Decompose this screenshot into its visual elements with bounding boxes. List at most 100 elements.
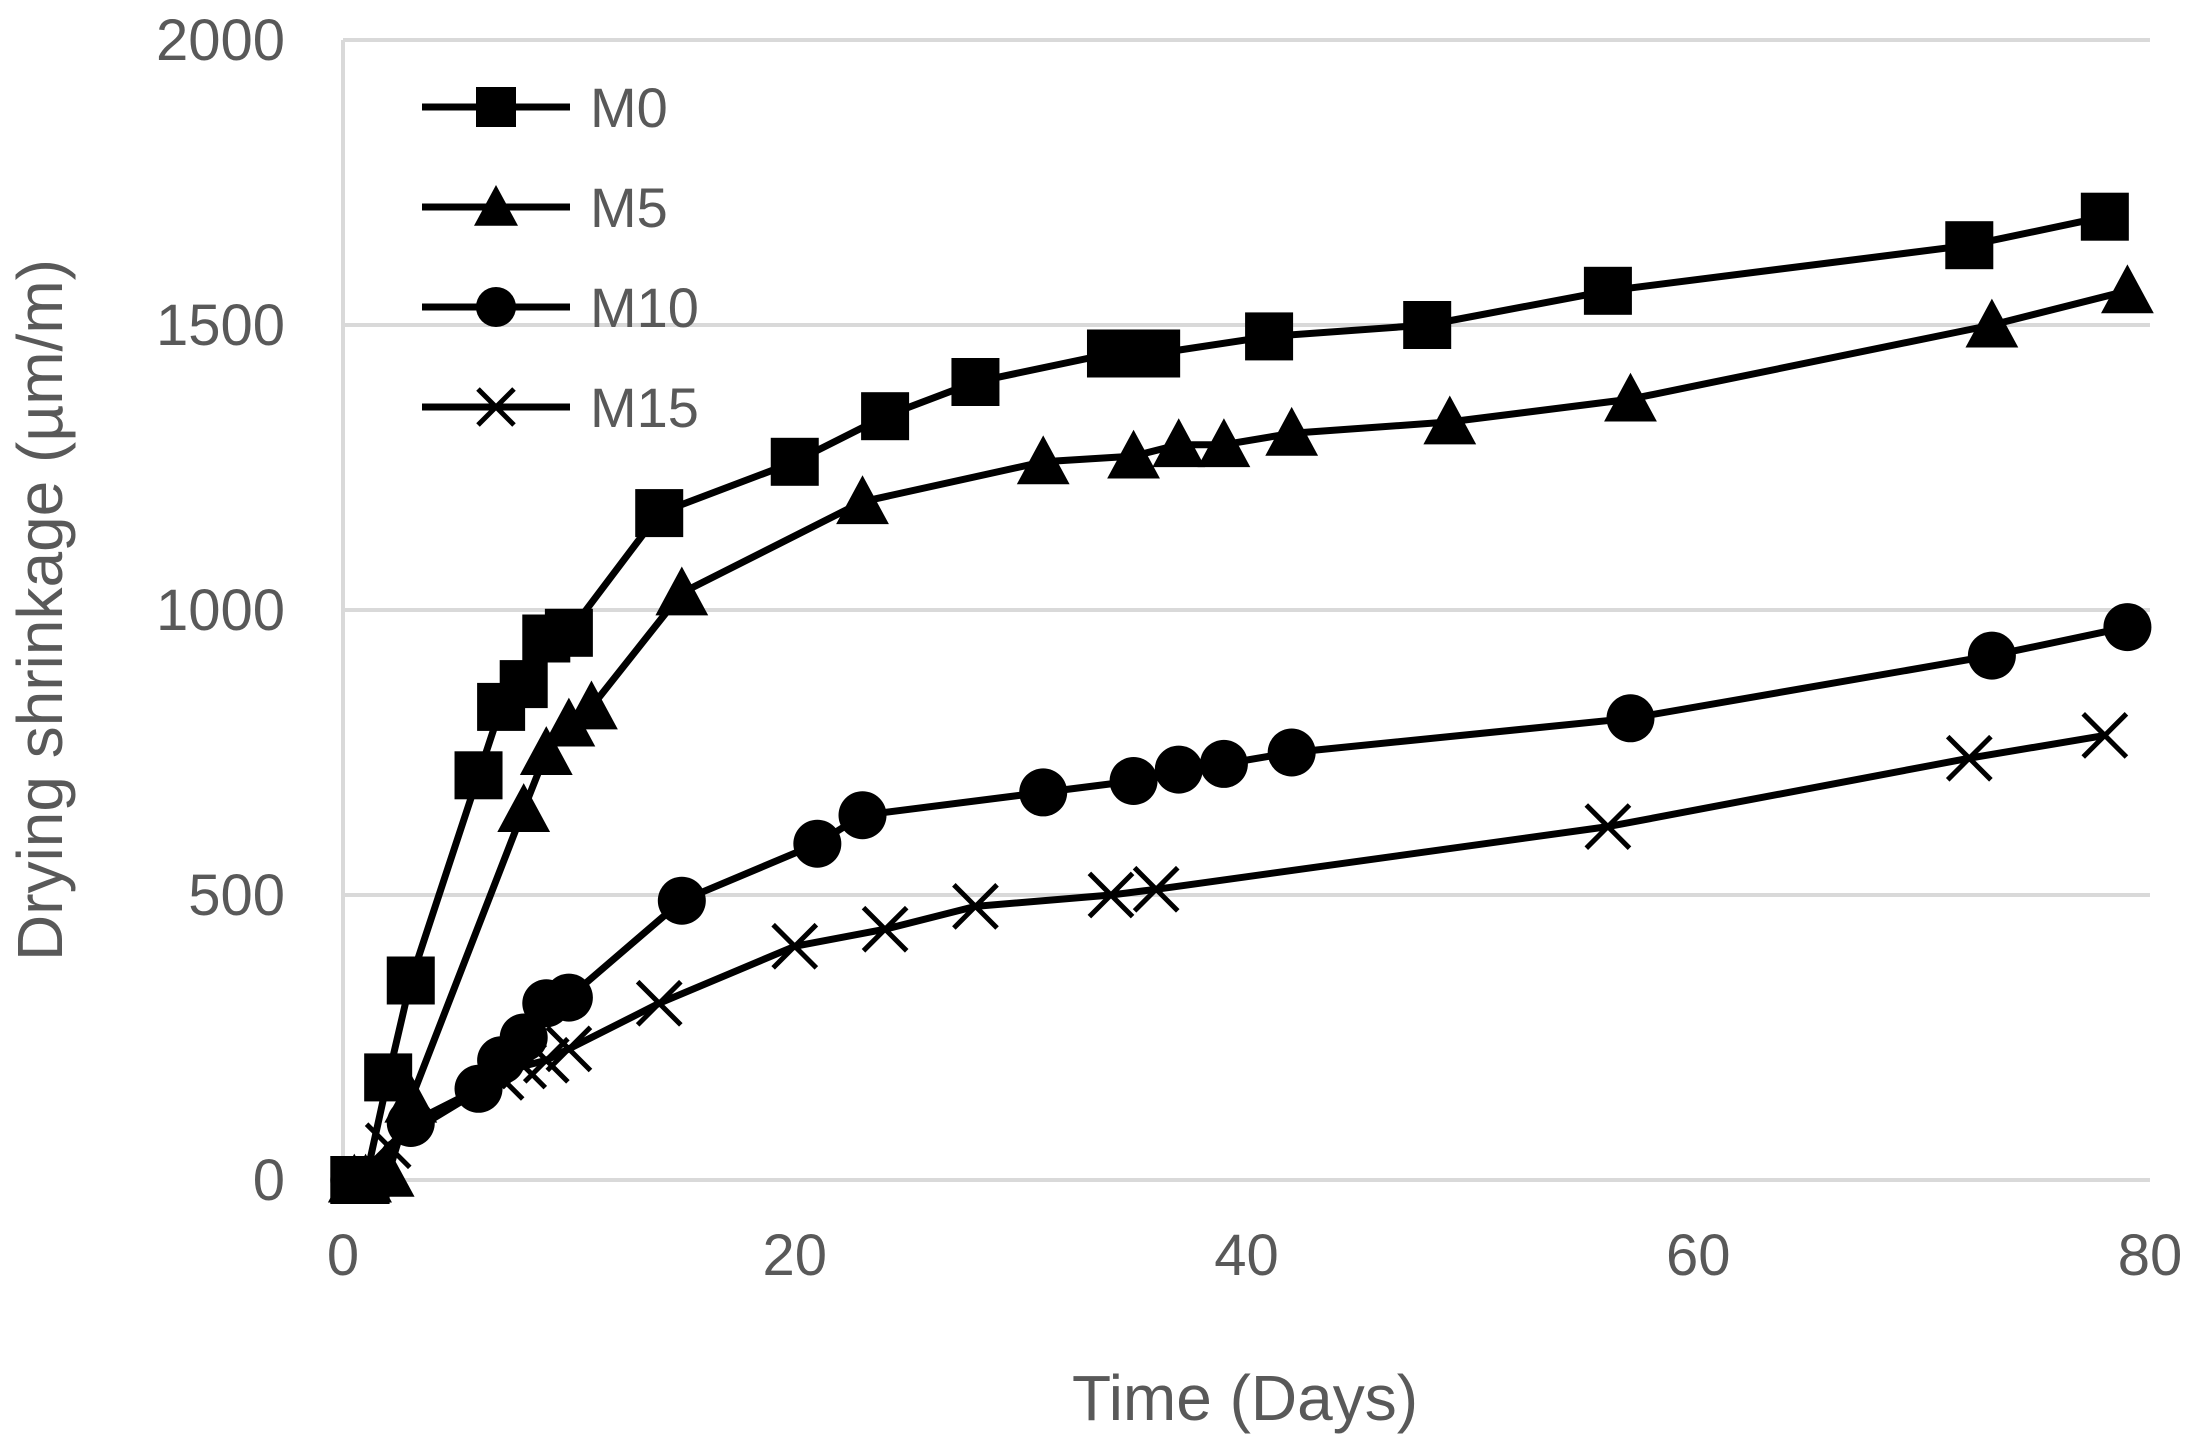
legend-item-m0: M0	[422, 76, 668, 139]
legend-marker-m10	[476, 287, 516, 327]
point-m15-1-stroke-b	[342, 1156, 389, 1204]
point-m5-7	[565, 680, 618, 730]
point-m10-12	[1109, 757, 1158, 805]
point-m5-9	[836, 475, 889, 525]
point-m10-13	[1154, 745, 1203, 794]
legend-marker-m5	[474, 185, 518, 226]
point-m15-1	[342, 1156, 389, 1204]
point-m15-12-stroke-b	[1132, 865, 1180, 913]
y-tick-label-1000: 1000	[156, 578, 285, 643]
point-m15-8-stroke-b	[771, 922, 819, 970]
point-m5-15	[1423, 395, 1477, 445]
legend-item-m15: M15	[422, 376, 699, 439]
point-m0-17	[1403, 301, 1452, 349]
legend-label-m10: M10	[590, 276, 699, 339]
point-m5-4	[497, 783, 551, 832]
point-m15-11	[1087, 871, 1135, 919]
point-m10-14	[1199, 739, 1248, 788]
point-m15-2	[364, 1122, 412, 1170]
point-m10-17	[1967, 631, 2016, 680]
series-line-m15	[354, 731, 2106, 1184]
y-tick-label-500: 500	[188, 863, 285, 928]
point-m15-6-stroke-b	[545, 1025, 593, 1073]
point-m15-6	[545, 1025, 593, 1073]
point-m10-16	[1606, 694, 1655, 743]
x-tick-label-40: 40	[1214, 1223, 1279, 1288]
point-m0-4	[454, 751, 503, 800]
point-m0-19	[1945, 221, 1994, 270]
legend: M0 M5 M10 M15	[422, 76, 699, 439]
point-m15-7	[635, 979, 683, 1027]
y-tick-label-0: 0	[253, 1148, 285, 1213]
y-axis-title: Drying shrinkage (µm/m)	[4, 259, 76, 961]
point-m10-15	[1267, 728, 1316, 777]
data-series	[327, 192, 2154, 1204]
point-m15-15	[2081, 712, 2129, 759]
point-m15-9	[861, 905, 909, 953]
point-m0-9	[635, 489, 684, 538]
x-tick-label-60: 60	[1666, 1223, 1731, 1288]
legend-label-m0: M0	[590, 76, 668, 139]
legend-marker-m15-stroke-b	[476, 387, 516, 427]
point-m15-3	[477, 1054, 525, 1101]
point-m5-16	[1604, 372, 1657, 422]
point-m15-8	[771, 922, 819, 970]
point-m10-18	[2103, 603, 2152, 652]
point-m10-9	[793, 819, 842, 868]
point-m10-10	[838, 791, 887, 840]
point-m5-6	[542, 697, 596, 747]
point-m15-2-stroke-b	[364, 1122, 412, 1170]
point-m5-10	[1016, 435, 1070, 485]
legend-marker-m0	[476, 87, 516, 127]
point-m15-5	[522, 1036, 570, 1084]
point-m15-14	[1945, 734, 1993, 782]
point-m15-10	[952, 883, 999, 930]
point-m10-8	[657, 876, 706, 925]
point-m15-13	[1584, 803, 1632, 850]
point-m5-14	[1265, 406, 1319, 456]
point-m5-12	[1152, 418, 1206, 468]
legend-marker-m15	[476, 387, 516, 427]
legend-item-m10: M10	[422, 276, 699, 339]
point-m15-14-stroke-b	[1945, 734, 1993, 782]
y-tick-label-1500: 1500	[156, 293, 285, 358]
x-tick-label-20: 20	[762, 1223, 827, 1288]
point-m15-11-stroke-b	[1087, 871, 1135, 919]
point-m15-13-stroke-b	[1584, 803, 1632, 850]
point-m0-20	[2080, 192, 2129, 241]
point-m10-7	[544, 973, 593, 1022]
point-m5-5	[519, 726, 573, 775]
point-m0-12	[951, 358, 1000, 406]
point-m5-13	[1197, 418, 1251, 468]
point-m0-18	[1583, 266, 1632, 315]
series-line-m0	[354, 213, 2106, 1184]
x-tick-label-0: 0	[327, 1223, 359, 1288]
legend-label-m15: M15	[590, 376, 699, 439]
point-m5-17	[1965, 298, 2019, 348]
point-m10-11	[1019, 768, 1068, 817]
x-tick-label-80: 80	[2118, 1223, 2183, 1288]
point-m15-10-stroke-b	[952, 883, 999, 930]
point-m0-10	[770, 437, 819, 486]
point-m15-3-stroke-b	[477, 1054, 525, 1101]
point-m15-9-stroke-b	[861, 905, 909, 953]
point-m0-15	[1132, 329, 1181, 378]
series-line-m10	[354, 623, 2129, 1184]
point-m15-15-stroke-b	[2081, 712, 2129, 759]
x-axis-title: Time (Days)	[1072, 1362, 1418, 1434]
point-m5-8	[655, 566, 709, 616]
point-m15-5-stroke-b	[522, 1036, 570, 1084]
series-m15	[330, 712, 2129, 1204]
point-m15-12	[1132, 865, 1180, 913]
point-m0-8	[544, 608, 593, 657]
point-m0-11	[861, 392, 910, 441]
point-m0-16	[1245, 312, 1294, 361]
point-m15-7-stroke-b	[635, 979, 683, 1027]
axes: 0 500 1000 1500 2000 0 20 40 60 80	[156, 8, 2182, 1288]
point-m0-3	[386, 956, 435, 1005]
point-m5-11	[1107, 429, 1160, 479]
point-m5-18	[2101, 264, 2154, 314]
axis-labels: Time (Days) Drying shrinkage (µm/m)	[4, 259, 1418, 1434]
